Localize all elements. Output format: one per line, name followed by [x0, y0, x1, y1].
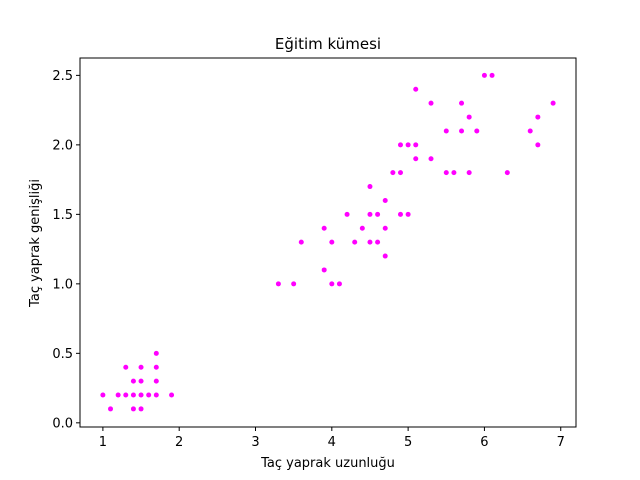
data-point: [336, 281, 342, 287]
data-point: [153, 392, 159, 398]
data-point: [443, 170, 449, 176]
data-point: [405, 211, 411, 217]
data-point: [275, 281, 281, 287]
data-point: [466, 114, 472, 120]
chart-title: Eğitim kümesi: [275, 35, 381, 53]
data-point: [550, 100, 556, 106]
data-point: [130, 392, 136, 398]
data-point: [405, 142, 411, 148]
data-point: [459, 128, 465, 134]
x-tick-label: 1: [99, 435, 107, 450]
data-point: [489, 72, 495, 78]
plot-frame: [79, 57, 577, 428]
data-point: [329, 281, 335, 287]
data-point: [382, 197, 388, 203]
data-points: [100, 72, 556, 412]
data-point: [375, 239, 381, 245]
data-point: [100, 392, 106, 398]
data-point: [504, 170, 510, 176]
x-tick-label: 4: [328, 435, 336, 450]
data-point: [375, 211, 381, 217]
data-point: [146, 392, 152, 398]
data-point: [413, 156, 419, 162]
data-point: [397, 211, 403, 217]
y-tick-label: 2.5: [52, 69, 73, 84]
data-point: [382, 225, 388, 231]
data-point: [123, 364, 129, 370]
data-point: [108, 406, 114, 412]
y-axis-ticks: 0.0 0.5 1.0 1.5 2.0 2.5: [52, 69, 80, 431]
x-axis-ticks: 1 2 3 4 5 6 7: [99, 427, 565, 450]
data-point: [413, 142, 419, 148]
x-tick-label: 5: [404, 435, 412, 450]
data-point: [138, 406, 144, 412]
data-point: [428, 100, 434, 106]
data-point: [329, 239, 335, 245]
data-point: [153, 350, 159, 356]
x-tick-label: 3: [251, 435, 259, 450]
data-point: [169, 392, 175, 398]
data-point: [459, 100, 465, 106]
data-point: [115, 392, 121, 398]
data-point: [298, 239, 304, 245]
y-tick-label: 2.0: [52, 138, 73, 153]
data-point: [535, 114, 541, 120]
data-point: [352, 239, 358, 245]
data-point: [428, 156, 434, 162]
data-point: [138, 378, 144, 384]
data-point: [451, 170, 457, 176]
y-tick-label: 1.5: [52, 208, 73, 223]
data-point: [153, 378, 159, 384]
data-point: [367, 239, 373, 245]
data-point: [397, 142, 403, 148]
data-point: [130, 406, 136, 412]
data-point: [367, 211, 373, 217]
data-point: [138, 392, 144, 398]
x-tick-label: 2: [175, 435, 183, 450]
data-point: [367, 184, 373, 190]
y-axis-label: Taç yaprak genişliği: [28, 179, 43, 308]
data-point: [413, 86, 419, 92]
data-point: [321, 225, 327, 231]
data-point: [382, 253, 388, 259]
data-point: [397, 170, 403, 176]
data-point: [344, 211, 350, 217]
data-point: [527, 128, 533, 134]
data-point: [130, 378, 136, 384]
x-tick-label: 6: [480, 435, 488, 450]
data-point: [291, 281, 297, 287]
x-axis-label: Taç yaprak uzunluğu: [260, 456, 395, 471]
data-point: [321, 267, 327, 273]
x-tick-label: 7: [557, 435, 565, 450]
data-point: [535, 142, 541, 148]
y-tick-label: 0.0: [52, 416, 73, 431]
data-point: [123, 392, 129, 398]
data-point: [443, 128, 449, 134]
data-point: [481, 72, 487, 78]
y-tick-label: 1.0: [52, 277, 73, 292]
data-point: [390, 170, 396, 176]
data-point: [359, 225, 365, 231]
data-point: [466, 170, 472, 176]
data-point: [138, 364, 144, 370]
data-point: [474, 128, 480, 134]
data-point: [153, 364, 159, 370]
y-tick-label: 0.5: [52, 347, 73, 362]
